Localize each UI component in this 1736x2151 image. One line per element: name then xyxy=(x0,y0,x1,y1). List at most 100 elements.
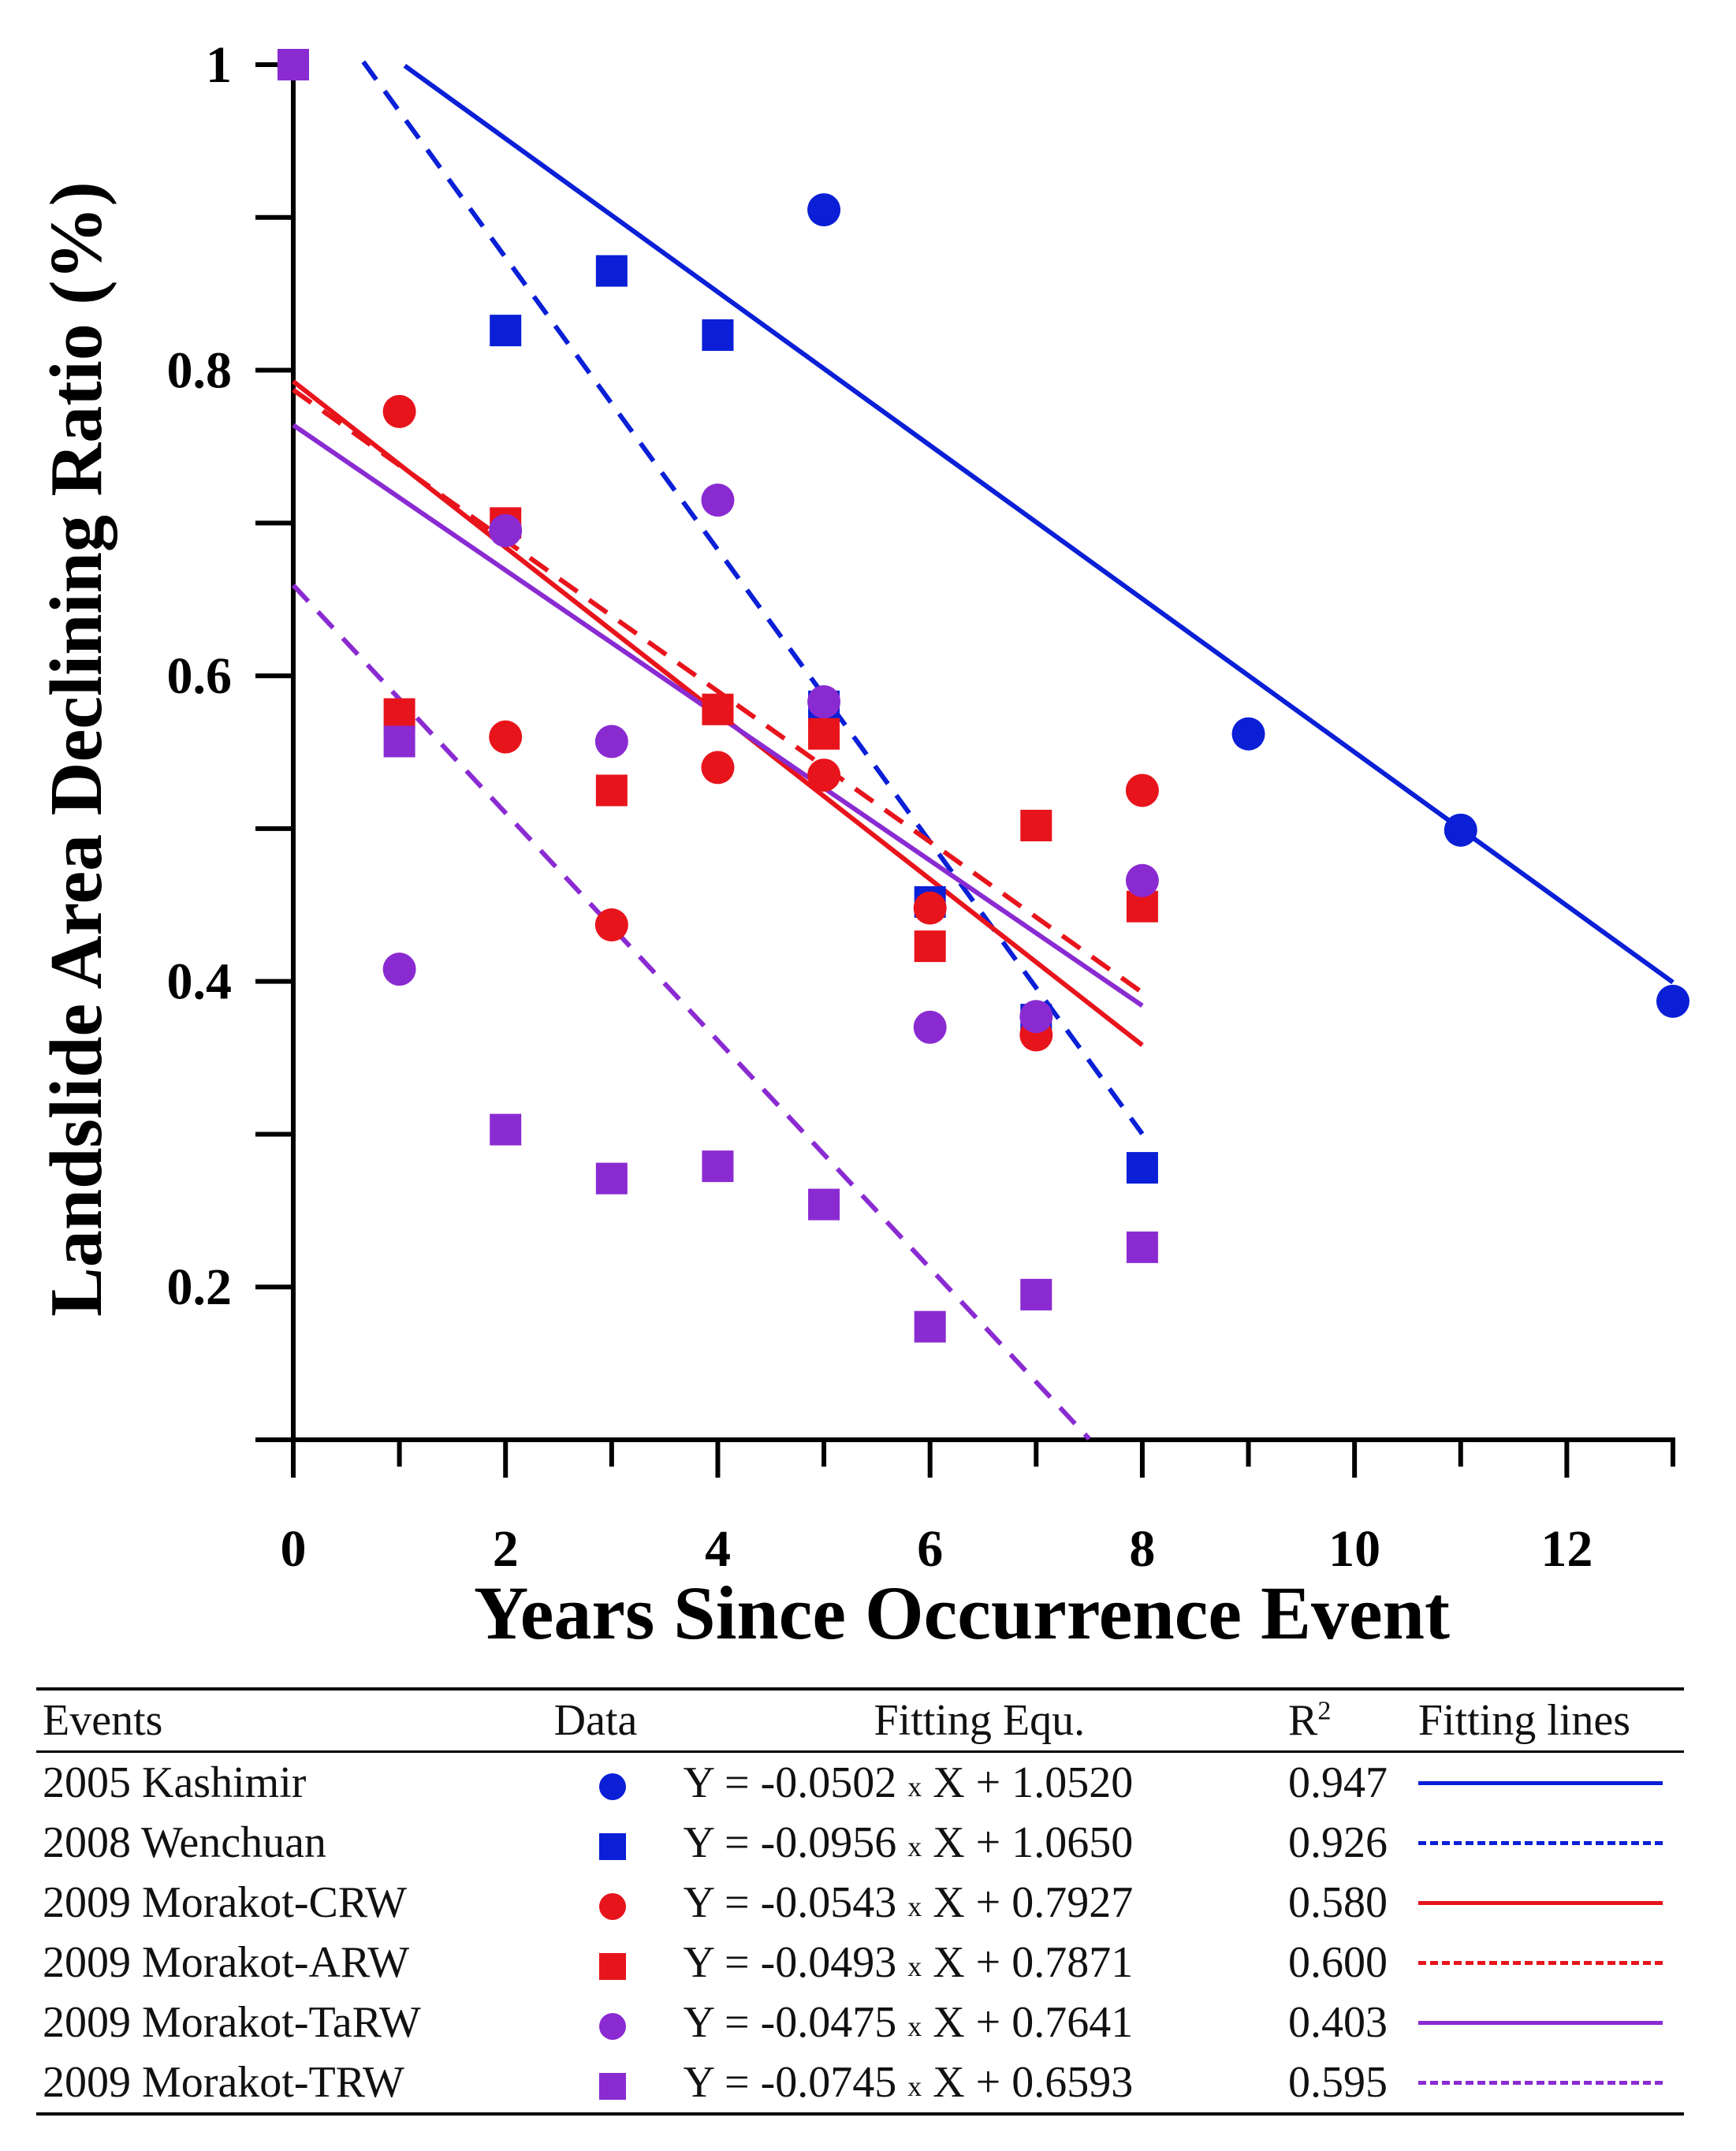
data-point xyxy=(1125,863,1159,897)
data-point xyxy=(807,685,841,719)
legend-event: 2009 Morakot-CRW xyxy=(36,1873,548,1933)
legend-equation: Y = -0.0493 x X + 0.7871 xyxy=(677,1933,1282,1993)
data-point xyxy=(594,725,628,759)
legend-r2: 0.926 xyxy=(1282,1813,1412,1873)
header-fitting-lines: Fitting lines xyxy=(1411,1687,1684,1753)
x-tick-label: 10 xyxy=(1328,1520,1380,1578)
legend-marker xyxy=(548,1752,677,1814)
x-tick-label: 12 xyxy=(1540,1520,1593,1578)
equation-left: Y = -0.0956 xyxy=(683,1818,897,1867)
data-point xyxy=(1125,774,1159,807)
legend-event-name: 2009 Morakot-TaRW xyxy=(43,1998,421,2047)
legend-r2-value: 0.403 xyxy=(1287,1998,1388,2047)
y-axis-title: Landslide Area Declining Ratio (%) xyxy=(35,181,117,1317)
legend-marker xyxy=(548,1813,677,1873)
data-point xyxy=(490,1113,522,1146)
legend-event-name: 2009 Morakot-CRW xyxy=(43,1878,407,1927)
header-equation: Fitting Equ. xyxy=(676,1687,1282,1753)
data-point xyxy=(1019,1000,1053,1034)
legend-line-sample xyxy=(1417,2080,1663,2085)
data-point xyxy=(490,315,522,347)
x-tick-label: 2 xyxy=(493,1520,519,1578)
circle-marker-icon xyxy=(598,1773,626,1801)
legend-equation: Y = -0.0543 x X + 0.7927 xyxy=(677,1873,1282,1933)
legend-marker xyxy=(547,2052,677,2116)
data-point xyxy=(595,1162,628,1195)
equation-times: x xyxy=(907,1831,922,1863)
fit-line xyxy=(292,388,1144,995)
legend-line xyxy=(1412,1752,1684,1814)
equation-right: X + 0.7927 xyxy=(933,1878,1134,1927)
y-tick-label: 0.6 xyxy=(167,647,233,705)
legend-line-sample xyxy=(1417,1780,1663,1785)
data-point xyxy=(1231,717,1265,751)
data-point xyxy=(489,720,523,754)
data-point xyxy=(1656,984,1689,1018)
legend-line-sample xyxy=(1417,1840,1663,1845)
data-point xyxy=(594,908,628,941)
circle-marker-icon xyxy=(598,2013,626,2041)
data-point xyxy=(913,891,947,925)
legend-equation: Y = -0.0502 x X + 1.0520 xyxy=(677,1752,1282,1814)
legend-r2-value: 0.595 xyxy=(1287,2058,1388,2107)
header-r2: R2 xyxy=(1281,1687,1412,1753)
legend-r2: 0.403 xyxy=(1282,1993,1412,2052)
x-axis-title: Years Since Occurrence Event xyxy=(474,1571,1450,1655)
legend-line xyxy=(1412,1813,1684,1873)
legend-r2: 0.947 xyxy=(1282,1752,1412,1814)
data-point xyxy=(914,930,946,963)
data-points xyxy=(278,49,1689,1343)
legend-line xyxy=(1412,1933,1684,1993)
equation-right: X + 1.0520 xyxy=(933,1758,1134,1807)
fit-line xyxy=(403,63,1675,985)
legend-marker xyxy=(548,1873,677,1933)
legend-event: 2009 Morakot-TaRW xyxy=(36,1993,548,2052)
header-r2-sup: 2 xyxy=(1317,1696,1332,1726)
data-point xyxy=(702,693,734,725)
circle-marker-icon xyxy=(598,1893,626,1921)
legend-marker xyxy=(548,1933,677,1993)
scatter-chart: 0 2 4 6 8 10 12 0.2 0.4 0.6 0.8 1 Years Since Occur… xyxy=(35,36,1689,1655)
legend-row: 2009 Morakot-TRW Y = -0.0745 x X + 0.6593… xyxy=(36,2052,1684,2116)
data-point xyxy=(489,514,523,548)
legend-r2-value: 0.926 xyxy=(1287,1818,1388,1867)
data-point xyxy=(913,1010,947,1044)
x-tick-label: 0 xyxy=(281,1520,307,1578)
data-point xyxy=(383,698,415,730)
legend-line xyxy=(1411,2052,1684,2116)
legend-r2-value: 0.580 xyxy=(1287,1878,1388,1927)
header-data: Data xyxy=(547,1687,677,1753)
legend-line xyxy=(1412,1993,1684,2052)
y-tick-label: 0.8 xyxy=(167,342,233,400)
legend-event: 2005 Kashimir xyxy=(36,1752,548,1814)
legend-line-sample xyxy=(1417,1960,1663,1965)
header-events: Events xyxy=(36,1687,548,1753)
legend-row: 2009 Morakot-TaRW Y = -0.0475 x X + 0.764… xyxy=(36,1993,1684,2052)
data-point xyxy=(702,319,734,351)
equation-right: X + 1.0650 xyxy=(933,1818,1134,1867)
data-point xyxy=(278,49,309,80)
legend-r2-value: 0.947 xyxy=(1287,1758,1388,1807)
x-tick-label: 6 xyxy=(917,1520,943,1578)
data-point xyxy=(702,1150,734,1183)
legend-event-name: 2009 Morakot-ARW xyxy=(43,1938,410,1987)
y-tick-label: 0.2 xyxy=(167,1258,233,1316)
data-point xyxy=(595,255,628,287)
data-point xyxy=(701,483,735,517)
equation-left: Y = -0.0543 xyxy=(683,1878,897,1927)
fit-line xyxy=(291,583,1091,1441)
axes: 0 2 4 6 8 10 12 0.2 0.4 0.6 0.8 1 xyxy=(167,36,1675,1578)
legend-event-name: 2005 Kashimir xyxy=(43,1758,307,1807)
data-point xyxy=(595,774,628,807)
data-point xyxy=(1126,1152,1158,1184)
data-point xyxy=(382,394,416,428)
x-tick-label: 4 xyxy=(705,1520,731,1578)
equation-right: X + 0.6593 xyxy=(933,2058,1134,2107)
equation-left: Y = -0.0475 xyxy=(683,1998,897,2047)
legend-row: 2009 Morakot-ARW Y = -0.0493 x X + 0.7871… xyxy=(36,1933,1684,1993)
equation-times: x xyxy=(907,1771,922,1803)
data-point xyxy=(382,952,416,986)
legend-row: 2005 Kashimir Y = -0.0502 x X + 1.0520 0.9… xyxy=(36,1752,1684,1814)
data-point xyxy=(1126,1231,1158,1263)
y-tick-label: 1 xyxy=(206,36,232,94)
